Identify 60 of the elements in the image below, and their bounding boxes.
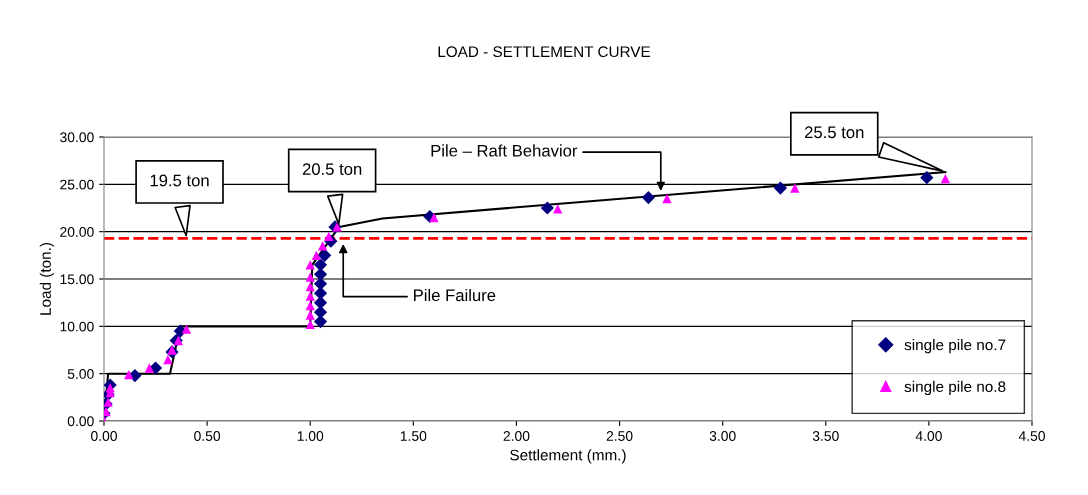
legend-label: single pile no.8 — [904, 380, 1006, 396]
point — [144, 363, 155, 373]
point — [641, 191, 656, 205]
legend-label: single pile no.7 — [904, 339, 1006, 354]
point — [662, 193, 672, 204]
point — [305, 300, 315, 311]
point — [181, 324, 192, 334]
point — [167, 345, 177, 355]
point — [105, 383, 115, 393]
y-tick-label: 30.00 — [60, 132, 94, 143]
point — [305, 281, 315, 292]
point — [305, 291, 315, 301]
x-tick-label: 1.00 — [297, 431, 324, 441]
point — [163, 354, 173, 365]
point — [305, 272, 315, 282]
annotation: Pile Failure — [414, 288, 496, 302]
point — [920, 171, 934, 185]
x-tick-label: 4.50 — [1018, 431, 1045, 441]
point — [313, 305, 328, 319]
x-tick-label: 3.00 — [709, 431, 736, 441]
chart-title: LOAD - SETTLEMENT CURVE — [438, 46, 651, 58]
point — [311, 250, 322, 260]
y-tick-label: 15.00 — [60, 274, 94, 285]
point — [305, 310, 315, 320]
x-tick-label: 0.00 — [91, 431, 117, 441]
point — [148, 361, 163, 375]
x-axis-title: Settlement (mm.) — [510, 449, 626, 464]
x-tick-label: 2.50 — [606, 431, 633, 441]
point — [773, 181, 787, 195]
annotation: 19.5 ton — [150, 174, 209, 187]
point — [324, 231, 334, 242]
point — [313, 286, 328, 300]
annotation: Pile – Raft Behavior — [431, 144, 578, 157]
point — [790, 183, 800, 193]
point — [124, 369, 134, 380]
point — [332, 222, 342, 232]
point — [313, 258, 328, 272]
x-tick-label: 3.50 — [812, 431, 839, 441]
point — [553, 204, 563, 214]
y-tick-label: 0.00 — [67, 416, 94, 427]
y-tick-label: 10.00 — [60, 321, 94, 332]
point — [317, 241, 328, 251]
point — [540, 201, 554, 215]
y-tick-label: 5.00 — [67, 369, 94, 379]
point — [173, 335, 183, 346]
y-tick-label: 25.00 — [60, 179, 94, 190]
x-tick-label: 2.00 — [503, 431, 530, 441]
point — [104, 397, 113, 407]
x-tick-label: 4.00 — [915, 431, 942, 441]
y-tick-label: 20.00 — [60, 227, 94, 237]
x-tick-label: 1.50 — [400, 431, 427, 441]
point — [429, 212, 439, 223]
annotation: 20.5 ton — [302, 163, 362, 176]
x-tick-label: 0.50 — [194, 431, 221, 441]
y-axis-title: Load (ton.) — [39, 243, 54, 315]
annotation: 25.5 ton — [805, 126, 864, 139]
point — [940, 173, 951, 184]
point — [318, 248, 332, 262]
point — [305, 319, 315, 330]
point — [313, 267, 328, 281]
